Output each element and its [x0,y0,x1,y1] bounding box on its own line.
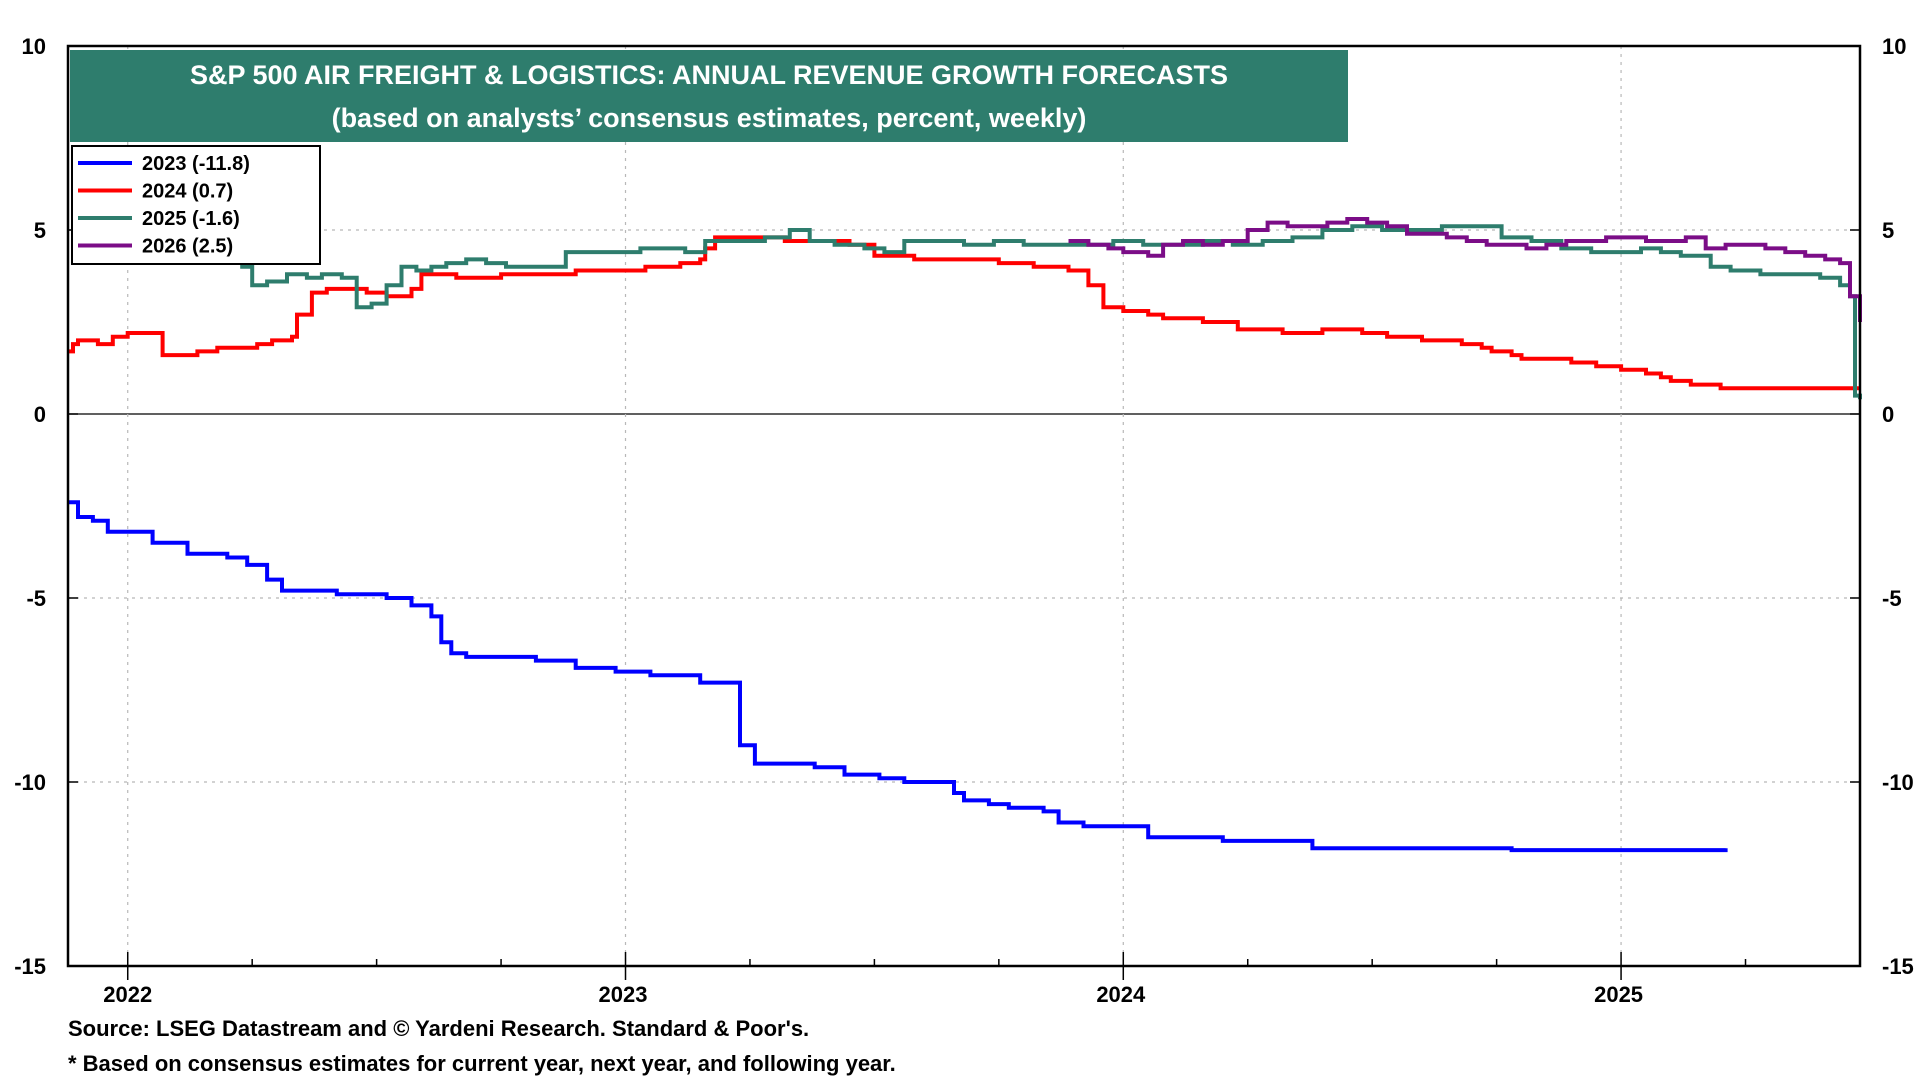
series-line-4 [1068,217,1862,322]
y-tick-label-left: 10 [22,34,46,59]
y-tick-label-right: -10 [1882,770,1914,795]
y-tick-label-left: -5 [26,586,46,611]
title-background [70,50,1348,142]
y-tick-label-right: 0 [1882,402,1894,427]
legend-label-2: 2024 (0.7) [142,181,233,203]
legend-label-3: 2025 (-1.6) [142,208,240,230]
y-tick-label-right: -5 [1882,586,1902,611]
x-axis-labels: 2022 2023 2024 2025 [103,982,1643,1007]
series-line-1 [68,500,1728,853]
y-tick-label-left: 5 [34,218,46,243]
x-year-label: 2024 [1096,982,1146,1007]
plot-frame [66,44,1862,968]
grid [68,46,1860,966]
y-axis-labels: 10 10 5 5 0 0 -5 -5 -10 -10 -15 -15 [14,34,1914,979]
chart-title: S&P 500 AIR FREIGHT & LOGISTICS: ANNUAL … [190,60,1228,90]
y-tick-label-left: 0 [34,402,46,427]
y-tick-label-right: 10 [1882,34,1906,59]
legend: 2023 (-11.8) 2024 (0.7) 2025 (-1.6) 2026 (2… [71,145,321,265]
legend-label-1: 2023 (-11.8) [142,153,250,175]
x-year-label: 2025 [1594,982,1643,1007]
series-lines [68,217,1862,853]
x-year-label: 2022 [103,982,152,1007]
y-tick-label-right: -15 [1882,954,1914,979]
title-box: S&P 500 AIR FREIGHT & LOGISTICS: ANNUAL … [70,50,1348,142]
legend-label-4: 2026 (2.5) [142,236,233,258]
axis-ticks [68,45,1860,980]
source-note: Source: LSEG Datastream and © Yardeni Re… [68,1016,810,1041]
y-tick-label-left: -10 [14,770,46,795]
y-tick-label-left: -15 [14,954,46,979]
x-year-label: 2023 [599,982,648,1007]
footnote: * Based on consensus estimates for curre… [68,1051,896,1076]
y-tick-label-right: 5 [1882,218,1894,243]
series-line-3 [222,224,1862,400]
series-line-2 [68,235,1860,391]
chart-subtitle: (based on analysts’ consensus estimates,… [332,103,1087,133]
